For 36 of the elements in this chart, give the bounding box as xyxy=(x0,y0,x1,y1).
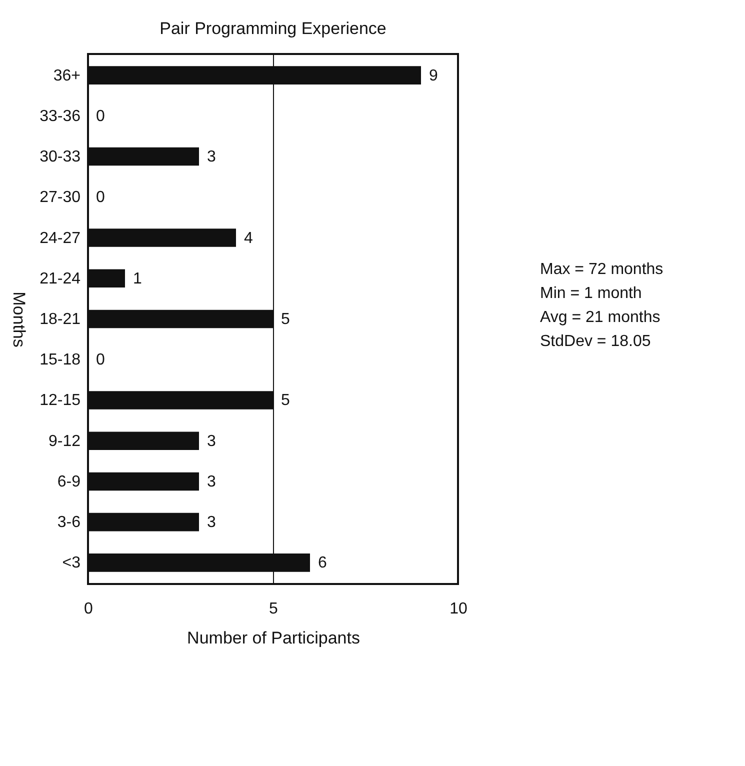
x-tick-label: 10 xyxy=(450,600,468,618)
data-label: 0 xyxy=(96,108,105,125)
data-label: 0 xyxy=(96,352,105,369)
text: Avg = 21 months xyxy=(540,308,662,328)
text: Min = 1 month xyxy=(540,284,643,304)
data-label: 4 xyxy=(244,230,253,247)
data-label: 5 xyxy=(281,311,290,328)
data-label: 5 xyxy=(281,392,290,410)
data-label: 3 xyxy=(207,148,216,166)
y-tick-label: 12-15 xyxy=(40,392,81,410)
chart-title: Pair Programming Experience xyxy=(160,19,386,38)
y-tick-label: <3 xyxy=(62,554,81,572)
y-tick-label: 9-12 xyxy=(48,432,81,450)
x-tick-label: 5 xyxy=(269,600,278,618)
y-tick-label: 36+ xyxy=(53,67,80,84)
data-label: 3 xyxy=(207,514,216,532)
text: Max = 72 months xyxy=(540,260,664,280)
data-label: 1 xyxy=(133,270,142,288)
x-axis-title: Number of Participants xyxy=(187,628,360,648)
y-tick-label: 18-21 xyxy=(40,311,81,328)
data-label: 3 xyxy=(207,432,216,450)
y-tick-label: 3-6 xyxy=(57,514,81,532)
y-tick-label: 15-18 xyxy=(40,352,81,369)
data-label: 6 xyxy=(318,554,327,572)
data-label: 0 xyxy=(96,189,105,206)
y-axis-title: Months xyxy=(10,292,29,348)
x-tick-label: 0 xyxy=(84,600,94,618)
y-tick-label: 33-36 xyxy=(40,108,81,125)
text: StdDev = 18.05 xyxy=(540,332,652,352)
data-label: 9 xyxy=(429,67,438,84)
y-tick-label: 24-27 xyxy=(40,230,81,247)
y-tick-label: 6-9 xyxy=(57,473,81,490)
y-tick-label: 27-30 xyxy=(40,189,81,206)
data-label: 3 xyxy=(207,473,216,490)
y-tick-label: 21-24 xyxy=(40,270,81,288)
y-tick-label: 30-33 xyxy=(40,148,81,166)
